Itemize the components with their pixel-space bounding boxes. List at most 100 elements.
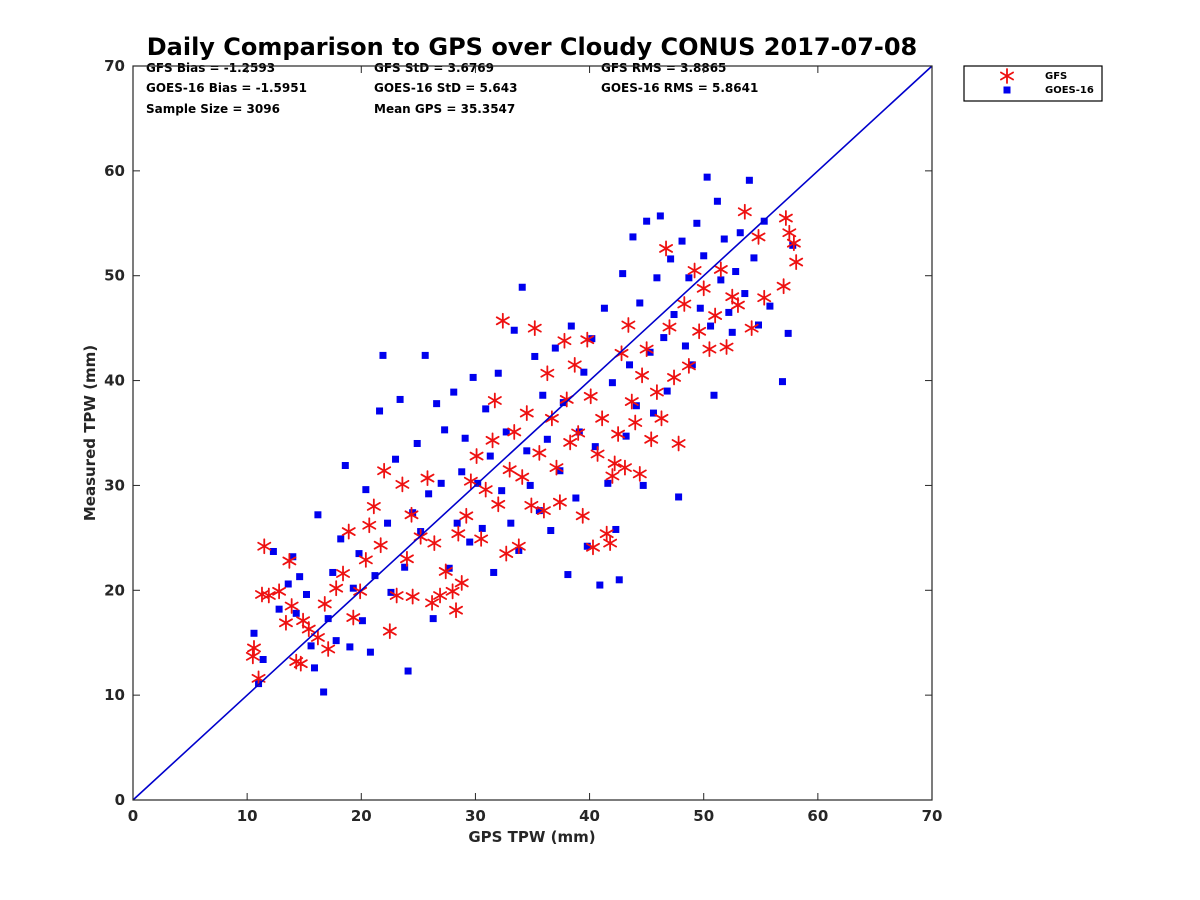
goes16-point (502, 428, 510, 436)
x-tick-label: 10 (237, 807, 258, 825)
goes16-point (572, 494, 580, 502)
gfs-point (692, 323, 707, 340)
legend-box (963, 65, 1103, 102)
goes16-point (376, 407, 384, 415)
goes16-point (486, 452, 494, 460)
y-tick-label: 50 (104, 267, 125, 285)
x-tick-label: 50 (693, 807, 714, 825)
gfs-point (459, 507, 474, 524)
gfs-point (757, 289, 772, 306)
gfs-point (519, 405, 534, 421)
goes16-point (580, 368, 588, 376)
goes16-point (559, 399, 567, 407)
gfs-point (336, 565, 350, 582)
y-tick-label: 70 (104, 57, 125, 75)
gfs-point (507, 424, 522, 440)
goes16-point (314, 511, 322, 519)
goes16-point (531, 352, 539, 360)
goes16-point (619, 270, 627, 278)
gfs-point (245, 648, 260, 665)
gfs-point (425, 594, 440, 611)
goes16-point (259, 655, 267, 663)
y-tick-label: 30 (104, 476, 125, 494)
goes16-point (429, 615, 437, 623)
goes16-point (784, 329, 792, 337)
y-tick-label: 20 (104, 581, 125, 599)
gfs-point (284, 598, 299, 614)
goes16-point (717, 276, 725, 284)
goes16-point (685, 274, 693, 282)
goes16-point (358, 617, 366, 625)
stats-block: GFS Bias = -1.2593 GFS StD = 3.6769 GFS RM… (146, 61, 758, 116)
goes16-point (362, 486, 370, 494)
gfs-point (485, 432, 500, 449)
gfs-point (575, 507, 590, 524)
gfs-point (405, 588, 420, 605)
goes16-point (307, 642, 315, 650)
gfs-point (272, 583, 287, 600)
gfs-point (293, 655, 308, 672)
goes16-point (696, 304, 704, 312)
gfs-point (595, 410, 610, 427)
goes16-point (766, 302, 774, 310)
gfs-point (662, 319, 677, 335)
goes16-point (275, 605, 283, 613)
gfs-point (346, 609, 361, 626)
goes16-point (583, 542, 591, 550)
goes16-point (535, 507, 543, 515)
goes16-point (643, 217, 651, 225)
gfs-point (451, 525, 466, 542)
gfs-point (580, 331, 595, 348)
gfs-point (778, 210, 793, 226)
legend-gfs-label: GFS (1045, 71, 1067, 82)
goes16-point (510, 326, 518, 334)
stat-text: Sample Size = 3096 (146, 102, 280, 116)
reference-line-layer (132, 65, 933, 801)
axes-frame (132, 65, 933, 801)
gfs-point (310, 629, 325, 646)
goes16-point (526, 481, 534, 489)
goes16-point (608, 379, 616, 387)
goes16-point (622, 432, 630, 440)
goes16-point (636, 299, 644, 307)
goes16-point (384, 519, 392, 527)
legend-gfs-marker (1000, 68, 1014, 84)
goes16-point (736, 229, 744, 237)
x-tick-label: 0 (128, 807, 138, 825)
goes16-point (626, 361, 634, 369)
points-layer (245, 173, 804, 696)
gfs-point (536, 502, 551, 519)
gfs-point (681, 357, 696, 374)
one-to-one-line (132, 65, 933, 801)
goes16-point (355, 550, 363, 558)
gfs-point (751, 229, 766, 245)
gfs-point (478, 481, 493, 498)
chart-title: Daily Comparison to GPS over Cloudy CONU… (147, 33, 918, 61)
gfs-point (667, 369, 681, 386)
gfs-point (499, 545, 514, 562)
legend-goes16-label: GOES-16 (1045, 85, 1094, 96)
gfs-point (687, 262, 702, 279)
goes16-point (292, 609, 300, 617)
goes16-point (700, 252, 708, 260)
stat-text: GFS RMS = 3.8865 (601, 61, 726, 75)
gfs-point (557, 332, 572, 349)
goes16-point (632, 402, 640, 410)
gfs-point (377, 462, 392, 479)
goes16-point (450, 388, 458, 396)
gfs-point (552, 494, 567, 511)
x-tick-label: 20 (351, 807, 372, 825)
goes16-point (732, 268, 740, 276)
goes16-point (329, 568, 337, 576)
stat-text: Mean GPS = 35.3547 (374, 102, 515, 116)
x-tick-label: 70 (922, 807, 943, 825)
y-tick-label: 0 (115, 791, 125, 809)
goes16-point (703, 173, 711, 181)
gfs-point (583, 388, 598, 405)
gfs-point (373, 537, 388, 554)
goes16-point (425, 490, 433, 498)
goes16-point (720, 235, 728, 243)
gfs-point (524, 497, 539, 514)
stat-text: GFS StD = 3.6769 (374, 61, 494, 75)
gfs-point (603, 535, 618, 551)
